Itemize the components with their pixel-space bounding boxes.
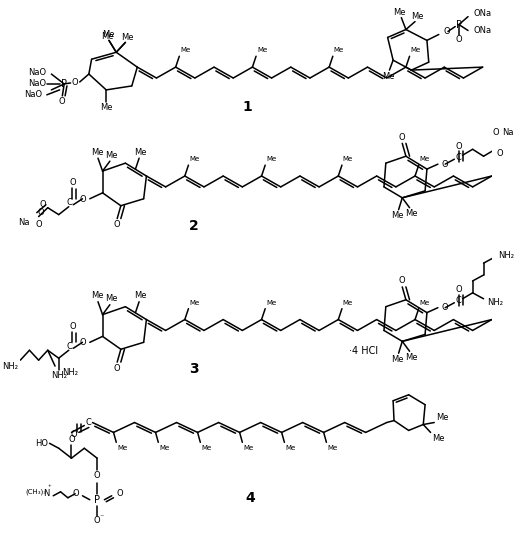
Text: NaO: NaO xyxy=(24,90,42,100)
Text: Me: Me xyxy=(334,48,344,53)
Text: 2: 2 xyxy=(189,218,199,232)
Text: O: O xyxy=(94,472,101,481)
Text: C: C xyxy=(67,198,72,207)
Text: C: C xyxy=(86,418,92,427)
Text: ONa: ONa xyxy=(474,9,492,18)
Text: P: P xyxy=(456,19,462,29)
Text: O: O xyxy=(399,133,406,142)
Text: Me: Me xyxy=(436,413,448,422)
Text: O: O xyxy=(399,276,406,285)
Text: O: O xyxy=(456,285,462,294)
Text: O: O xyxy=(79,338,86,347)
Text: O: O xyxy=(114,220,121,229)
Text: Me: Me xyxy=(420,156,430,162)
Text: NH₂: NH₂ xyxy=(62,368,78,377)
Text: O: O xyxy=(114,363,121,373)
Text: O: O xyxy=(58,97,64,106)
Text: O: O xyxy=(35,220,42,229)
Text: Me: Me xyxy=(343,156,353,162)
Text: Me: Me xyxy=(134,148,146,156)
Text: Me: Me xyxy=(285,445,296,451)
Text: NH₂: NH₂ xyxy=(487,298,503,307)
Text: NaO: NaO xyxy=(28,80,46,88)
Text: Me: Me xyxy=(243,445,253,451)
Text: Me: Me xyxy=(343,300,353,306)
Text: NH₂: NH₂ xyxy=(498,251,514,260)
Text: N: N xyxy=(43,489,50,498)
Text: Me: Me xyxy=(266,156,277,162)
Text: Me: Me xyxy=(100,103,112,112)
Text: Me: Me xyxy=(257,48,267,53)
Text: O: O xyxy=(72,79,78,87)
Text: Me: Me xyxy=(327,445,337,451)
Text: Me: Me xyxy=(117,445,127,451)
Text: O: O xyxy=(79,195,86,204)
Text: ·4 HCl: ·4 HCl xyxy=(349,346,378,356)
Text: Me: Me xyxy=(405,353,417,362)
Text: Me: Me xyxy=(393,8,406,17)
Text: Me: Me xyxy=(266,300,277,306)
Text: (CH₃)₃: (CH₃)₃ xyxy=(25,488,46,495)
Text: NaO: NaO xyxy=(28,67,46,76)
Text: P: P xyxy=(94,495,100,505)
Text: Me: Me xyxy=(105,151,118,160)
Text: O: O xyxy=(116,489,123,498)
Text: Me: Me xyxy=(159,445,169,451)
Text: Me: Me xyxy=(121,33,134,42)
Text: Me: Me xyxy=(189,156,200,162)
Text: Me: Me xyxy=(432,434,445,443)
Text: Me: Me xyxy=(201,445,212,451)
Text: Me: Me xyxy=(105,294,118,303)
Text: 4: 4 xyxy=(246,491,255,505)
Text: O: O xyxy=(69,322,76,331)
Text: Me: Me xyxy=(392,211,404,220)
Text: O: O xyxy=(492,128,499,137)
Text: Me: Me xyxy=(180,48,190,53)
Text: O: O xyxy=(496,149,503,158)
Text: O: O xyxy=(94,516,101,525)
Text: Na: Na xyxy=(502,128,513,137)
Text: O: O xyxy=(72,489,79,498)
Text: NH₂: NH₂ xyxy=(3,362,19,371)
Text: 3: 3 xyxy=(189,362,199,376)
Text: 1: 1 xyxy=(242,100,252,114)
Text: Me: Me xyxy=(91,148,103,156)
Text: Me: Me xyxy=(392,354,404,364)
Text: HO: HO xyxy=(35,439,48,448)
Text: O: O xyxy=(69,179,76,187)
Text: C: C xyxy=(456,153,462,161)
Text: C: C xyxy=(456,296,462,305)
Text: Me: Me xyxy=(412,12,424,21)
Text: O: O xyxy=(68,435,75,444)
Text: O: O xyxy=(442,303,448,312)
Text: NH₂: NH₂ xyxy=(51,372,67,380)
Text: Me: Me xyxy=(91,291,103,300)
Text: Me: Me xyxy=(410,48,421,53)
Text: Me: Me xyxy=(189,300,200,306)
Text: O: O xyxy=(39,200,46,209)
Text: Me: Me xyxy=(134,291,146,300)
Text: C: C xyxy=(67,342,72,351)
Text: ⁺: ⁺ xyxy=(47,485,52,491)
Text: O: O xyxy=(442,160,448,169)
Text: Me: Me xyxy=(102,30,114,39)
Text: Na: Na xyxy=(18,218,29,227)
Text: O: O xyxy=(71,430,77,439)
Text: ⁻: ⁻ xyxy=(100,512,104,521)
Text: ONa: ONa xyxy=(474,26,492,35)
Text: Me: Me xyxy=(405,209,417,218)
Text: Me: Me xyxy=(382,71,395,81)
Text: O: O xyxy=(443,27,450,36)
Text: O: O xyxy=(456,142,462,151)
Text: Me: Me xyxy=(420,300,430,306)
Text: P: P xyxy=(61,79,67,89)
Text: O: O xyxy=(456,35,462,44)
Text: Me: Me xyxy=(101,32,114,41)
Text: O: O xyxy=(38,208,44,217)
